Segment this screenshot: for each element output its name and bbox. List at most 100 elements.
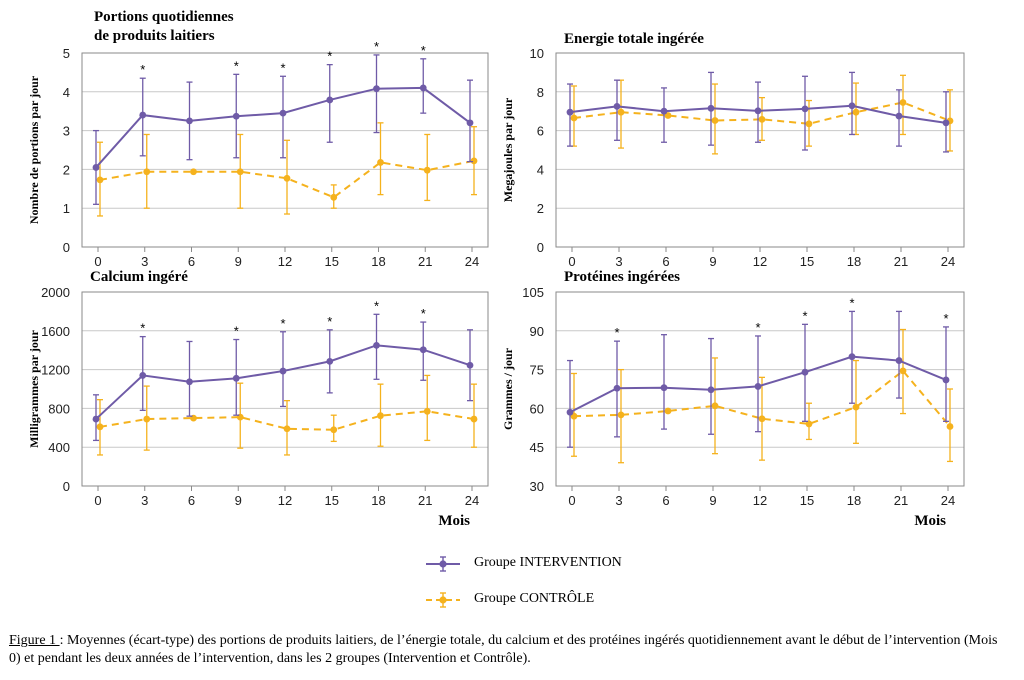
data-point bbox=[96, 176, 104, 184]
chart-title: Energie totale ingérée bbox=[564, 31, 704, 47]
x-tick-label: 24 bbox=[465, 254, 479, 269]
legend-intervention-marker bbox=[426, 556, 460, 572]
data-point bbox=[664, 112, 672, 119]
x-tick-label: 9 bbox=[235, 254, 242, 269]
chart-title: de produits laitiers bbox=[94, 28, 215, 44]
series-line bbox=[573, 101, 951, 125]
data-point bbox=[711, 402, 719, 410]
legend-intervention-label: Groupe INTERVENTION bbox=[474, 555, 622, 570]
x-tick-label: 3 bbox=[615, 493, 622, 508]
data-point bbox=[895, 112, 903, 120]
data-point bbox=[330, 426, 338, 434]
data-point bbox=[283, 425, 291, 433]
data-point bbox=[805, 420, 813, 428]
y-tick-label: 4 bbox=[63, 85, 70, 100]
y-tick-label: 800 bbox=[48, 401, 70, 416]
y-tick-label: 400 bbox=[48, 440, 70, 455]
data-point bbox=[139, 372, 147, 379]
data-point bbox=[232, 112, 240, 120]
y-axis-label: Grammes / jour bbox=[501, 347, 515, 430]
data-point bbox=[419, 84, 427, 92]
data-point bbox=[423, 166, 431, 174]
y-tick-label: 1600 bbox=[41, 324, 70, 339]
chart-panel-4: 30 45 60 75 90 105 0 3 6 9 12 15 18 21 24 Grammes / jou… bbox=[501, 269, 965, 529]
data-point bbox=[330, 193, 338, 201]
x-tick-label: 12 bbox=[278, 493, 292, 508]
x-tick-label: 0 bbox=[94, 254, 101, 269]
significance-marker: * bbox=[327, 314, 332, 329]
x-tick-label: 21 bbox=[418, 493, 432, 508]
significance-marker: * bbox=[849, 295, 854, 310]
data-point bbox=[664, 407, 672, 415]
x-tick-label: 6 bbox=[188, 254, 195, 269]
x-tick-label: 15 bbox=[325, 254, 339, 269]
y-axis-label: Milligrammes par jour bbox=[27, 329, 41, 447]
data-point bbox=[707, 386, 715, 394]
y-tick-label: 2 bbox=[537, 201, 544, 216]
legend-control-marker bbox=[426, 592, 460, 608]
significance-marker: * bbox=[374, 39, 379, 54]
data-point bbox=[852, 108, 860, 116]
x-tick-label: 18 bbox=[847, 254, 861, 269]
series-control bbox=[570, 74, 954, 155]
y-tick-label: 0 bbox=[63, 479, 70, 494]
figure-caption: Figure 1 : Moyennes (écart-type) des por… bbox=[9, 632, 1009, 668]
x-tick-label: 3 bbox=[141, 493, 148, 508]
data-point bbox=[613, 384, 621, 392]
data-point bbox=[848, 353, 856, 361]
data-point bbox=[801, 368, 809, 376]
data-point bbox=[466, 119, 474, 127]
x-tick-label: 0 bbox=[568, 493, 575, 508]
data-point bbox=[419, 346, 427, 354]
x-tick-label: 0 bbox=[568, 254, 575, 269]
legend-control-label: Groupe CONTRÔLE bbox=[474, 591, 595, 606]
x-tick-label: 21 bbox=[894, 254, 908, 269]
series-control bbox=[96, 374, 478, 456]
series-line bbox=[99, 159, 475, 199]
significance-marker: * bbox=[280, 316, 285, 331]
significance-marker: * bbox=[140, 321, 145, 336]
data-point bbox=[232, 374, 240, 382]
x-tick-label: 21 bbox=[894, 493, 908, 508]
x-tick-label: 21 bbox=[418, 254, 432, 269]
chart-title: Portions quotidiennes bbox=[94, 9, 234, 25]
y-tick-label: 8 bbox=[537, 85, 544, 100]
data-point bbox=[895, 357, 903, 364]
data-point bbox=[279, 109, 287, 117]
data-point bbox=[848, 102, 856, 110]
data-point bbox=[96, 423, 104, 431]
data-point bbox=[143, 168, 151, 176]
data-point bbox=[570, 114, 578, 122]
series-intervention bbox=[92, 54, 474, 205]
data-point bbox=[617, 411, 625, 419]
data-point bbox=[143, 415, 151, 423]
x-tick-label: 9 bbox=[235, 493, 242, 508]
data-point bbox=[236, 168, 244, 176]
data-point bbox=[801, 105, 809, 113]
data-point bbox=[279, 367, 287, 375]
y-tick-label: 2000 bbox=[41, 285, 70, 300]
x-tick-label: 3 bbox=[141, 254, 148, 269]
data-point bbox=[758, 115, 766, 123]
data-point bbox=[660, 384, 668, 392]
data-point bbox=[326, 96, 334, 104]
x-tick-label: 0 bbox=[94, 493, 101, 508]
y-tick-label: 6 bbox=[537, 124, 544, 139]
x-tick-label: 9 bbox=[709, 493, 716, 508]
data-point bbox=[92, 415, 100, 423]
significance-marker: * bbox=[374, 298, 379, 313]
significance-marker: * bbox=[327, 49, 332, 64]
y-tick-label: 1200 bbox=[41, 363, 70, 378]
data-point bbox=[711, 117, 719, 124]
x-tick-label: 24 bbox=[465, 493, 479, 508]
data-point bbox=[186, 378, 193, 386]
caption-text: : Moyennes (écart-type) des portions de … bbox=[9, 633, 998, 666]
data-point bbox=[373, 85, 380, 93]
y-tick-label: 4 bbox=[537, 162, 544, 177]
y-axis-label: Nombre de portions par jour bbox=[27, 75, 41, 224]
data-point bbox=[466, 361, 474, 369]
data-point bbox=[754, 383, 762, 390]
data-point bbox=[707, 104, 715, 112]
data-point bbox=[423, 407, 431, 415]
